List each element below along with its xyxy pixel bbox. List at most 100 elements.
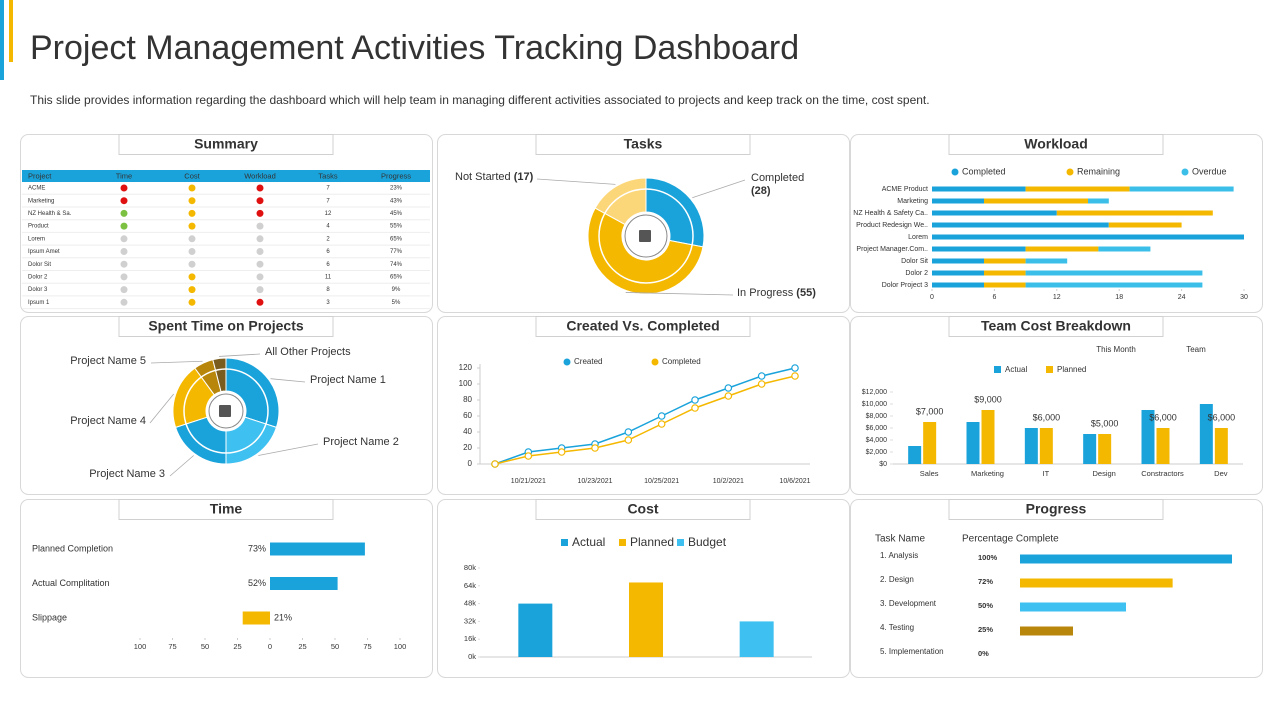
category-label: ACME Product [882,186,928,193]
panel-title: Spent Time on Projects [148,318,304,334]
panel-title: Cost [627,501,658,517]
center-icon-glyph [639,230,651,242]
x-tick-label: 75 [168,642,176,651]
value-label: $6,000 [1208,412,1236,422]
status-dot [120,273,128,281]
task-label: 1. Analysis [880,551,918,560]
annotation: This Month [1096,345,1136,354]
panel [437,316,850,495]
column-header: Time [116,171,132,180]
y-tick-label: $0 [879,461,887,468]
bar-segment [1098,246,1151,252]
line-series [494,367,796,465]
x-tick-label: 75 [363,642,371,651]
panel-tab [948,499,1164,520]
bar [1214,428,1228,464]
x-tick-label: Sales [920,469,939,478]
table-cell: 55% [390,224,403,230]
status-dot [256,286,264,294]
panel-title: Summary [194,136,258,152]
category-label: Product Redesign We.. [856,222,928,229]
slice-name: Project Name 1 [310,374,386,386]
legend-label: Planned [630,535,674,549]
legend-marker [1046,366,1053,373]
task-label: 4. Testing [880,623,914,632]
table-cell: 7 [326,198,330,204]
y-tick-label: $12,000 [862,389,887,396]
panel-title: Created Vs. Completed [566,318,719,334]
slice-name: Completed [751,172,804,184]
y-tick-label: $4,000 [866,437,888,444]
slice-label: In Progress (55) [737,287,816,299]
legend-marker [619,539,626,546]
leader-line [270,378,306,383]
y-tick-label: 20 [463,443,472,452]
x-tick-label: 50 [331,642,339,651]
slice-label: Not Started (17) [455,171,534,183]
bar [629,582,663,657]
table-cell: 6 [326,262,330,268]
table-cell: 12 [325,211,332,217]
value-label: $5,000 [1091,418,1119,428]
status-dot [256,298,264,306]
status-dot [120,197,128,205]
table-cell: 8 [326,287,330,293]
status-dot [256,222,264,230]
accent-bar [9,0,13,62]
table-cell: Marketing [28,198,54,204]
slice-name: Project Name 2 [323,436,399,448]
bar-segment [1025,186,1130,192]
slice-name: All Other Projects [265,346,351,358]
x-tick-label: 100 [394,642,407,651]
table-cell: Dolor 3 [28,287,48,293]
x-tick-label: 10/23/2021 [577,478,612,485]
column-header: Percentage Complete [962,534,1059,545]
y-tick-label: $6,000 [866,425,888,432]
panel-tab [535,499,751,520]
status-dot [120,235,128,243]
bar [518,603,553,657]
x-tick-label: 50 [201,642,209,651]
legend-marker [677,539,684,546]
bar [1020,578,1173,588]
status-dot [120,298,128,306]
slice-name: Project Name 3 [89,468,165,480]
legend-marker [651,358,659,366]
table-cell: 4 [326,224,330,230]
table-cell: Product [28,224,49,230]
x-tick-label: IT [1042,469,1049,478]
slice-name: In Progress [737,287,794,299]
x-tick-label: Constractors [1141,469,1184,478]
panel [20,134,433,313]
bar-segment [932,282,984,288]
bar-segment [1056,210,1213,216]
slice-label: Project Name 5 [70,355,146,367]
slice-label: Completed (28) [751,172,804,197]
x-tick-label: 10/25/2021 [644,478,679,485]
line-marker [791,364,799,372]
x-tick-label: 0 [268,642,272,651]
x-tick-label: 25 [233,642,241,651]
panel-title: Progress [1026,501,1087,517]
status-dot [256,260,264,268]
status-dot [120,222,128,230]
leader-line [219,353,261,357]
slice-label: Project Name 3 [89,468,165,480]
line-marker [757,380,766,388]
value-label: 73% [248,543,266,553]
status-dot [188,197,196,205]
bar-segment [932,270,984,276]
slice-value: (28) [751,185,771,197]
bar [1020,626,1073,636]
legend-marker [994,366,1001,373]
table-cell: Dolor 2 [28,274,48,280]
page-subtitle: This slide provides information regardin… [30,93,930,107]
y-tick-label: 16k [464,634,476,643]
table-cell: 7 [326,186,330,192]
legend-marker [563,358,571,366]
slice-value: (55) [793,287,816,299]
bar [739,621,774,657]
legend-marker [951,168,959,176]
legend-marker [561,539,568,546]
